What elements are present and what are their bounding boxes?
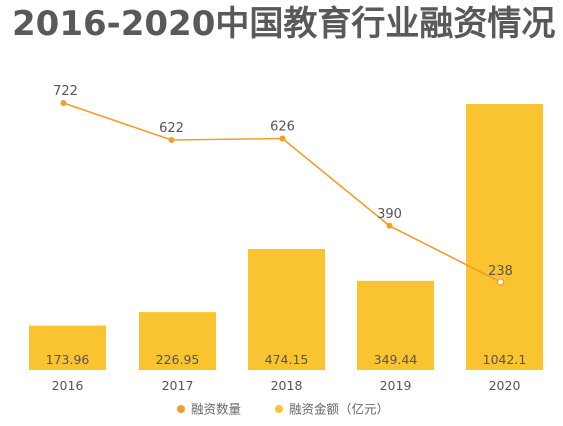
- bars-layer: [29, 104, 543, 370]
- line-point-2017: [168, 137, 175, 143]
- bar-2020: [466, 104, 543, 370]
- bar-2017: [139, 312, 216, 370]
- line-point-2018: [279, 135, 286, 142]
- x-tick-label-2017: 2017: [162, 378, 194, 393]
- x-tick-label-2016: 2016: [52, 378, 84, 393]
- bar-value-label-2017: 226.95: [156, 352, 200, 367]
- line-point-2020: [496, 278, 505, 286]
- line-value-label-2016: 722: [53, 84, 78, 99]
- line-value-label-2019: 390: [377, 207, 402, 222]
- legend-marker-count: [177, 405, 185, 413]
- x-tick-label-2019: 2019: [380, 378, 412, 393]
- legend: 融资数量 融资金额（亿元）: [177, 402, 389, 417]
- legend-label-amount: 融资金额（亿元）: [289, 402, 389, 417]
- bar-value-label-2019: 349.44: [374, 352, 418, 367]
- x-tick-label-2018: 2018: [271, 378, 303, 393]
- legend-label-count: 融资数量: [191, 402, 241, 417]
- line-value-label-2018: 626: [270, 120, 295, 135]
- bar-2019: [357, 280, 434, 370]
- bar-2018: [248, 249, 325, 370]
- bar-value-label-2020: 1042.1: [483, 352, 527, 367]
- line-value-label-2020: 238: [488, 264, 513, 279]
- line-point-2016: [60, 100, 67, 106]
- line-point-2019: [386, 222, 393, 229]
- line-value-label-2017: 622: [159, 121, 184, 136]
- bar-value-label-2018: 474.15: [265, 352, 309, 367]
- chart-title: 2016-2020中国教育行业融资情况: [12, 4, 556, 44]
- bar-value-label-2016: 173.96: [46, 352, 90, 367]
- bar-2016: [29, 325, 106, 370]
- labels-layer: 173.96 2016 226.95 2017 474.15 2018 349.44 2019…: [46, 84, 527, 393]
- legend-marker-amount: [275, 405, 283, 413]
- line-layer: [60, 100, 505, 286]
- x-tick-label-2020: 2020: [489, 378, 521, 393]
